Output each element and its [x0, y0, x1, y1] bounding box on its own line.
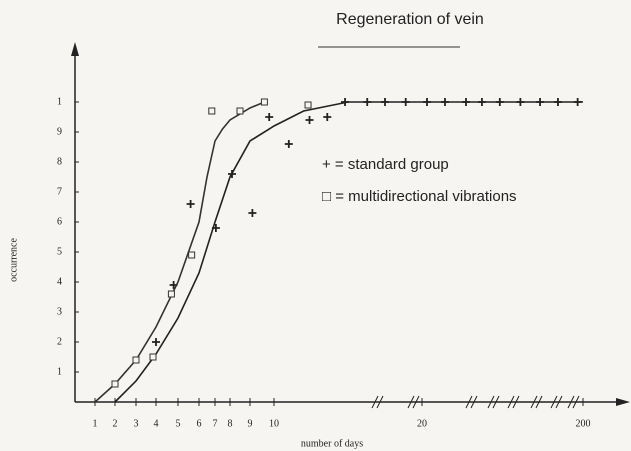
- plus-point: [516, 98, 525, 106]
- plus-point: [553, 98, 562, 106]
- plus-point: [211, 224, 220, 232]
- square-point: [208, 107, 216, 115]
- plus-point: [477, 98, 486, 106]
- x-tick-label: 2: [113, 418, 118, 429]
- plus-point: [152, 338, 160, 346]
- chart-title: Regeneration of vein: [336, 11, 484, 28]
- square-point: [188, 251, 196, 259]
- plus-point: [228, 170, 236, 178]
- y-tick-label: 2: [57, 336, 62, 347]
- square-point: [149, 353, 157, 361]
- square-point: [260, 98, 268, 106]
- plus-point: [536, 98, 545, 106]
- y-axis-arrow: [71, 42, 79, 56]
- x-tick-label: 5: [176, 418, 181, 429]
- y-tick-label: 8: [57, 156, 62, 167]
- plus-point: [440, 98, 449, 106]
- x-tick-label: 7: [213, 418, 218, 429]
- y-tick-label: 4: [57, 276, 62, 287]
- plus-point: [401, 98, 410, 106]
- x-axis-label: number of days: [301, 438, 363, 449]
- plus-point: [305, 116, 314, 124]
- x-tick-label: 3: [134, 418, 139, 429]
- x-tick-label: 4: [154, 418, 159, 429]
- plus-point: [323, 113, 332, 121]
- y-tick-label: 9: [57, 126, 62, 137]
- plus-point: [284, 140, 293, 148]
- square-point: [111, 380, 119, 388]
- x-tick-label: 9: [248, 418, 253, 429]
- plus-point: [423, 98, 432, 106]
- y-axis-label: occurrence: [8, 238, 19, 282]
- plus-point: [265, 113, 274, 121]
- x-tick-label: 200: [576, 418, 591, 429]
- plus-point: [186, 200, 195, 208]
- y-tick-label: 7: [57, 186, 62, 197]
- plus-point: [462, 98, 471, 106]
- x-tick-label: 1: [93, 418, 98, 429]
- y-tick-label: 5: [57, 246, 62, 257]
- x-axis-arrow: [616, 398, 630, 406]
- square-point: [236, 107, 244, 115]
- x-tick-label: 6: [197, 418, 202, 429]
- plus-point: [341, 98, 350, 106]
- square-point: [132, 356, 140, 364]
- fit-curve: [94, 101, 265, 403]
- y-tick-label: 1: [57, 366, 62, 377]
- plus-point: [573, 98, 582, 106]
- legend-label: □ = multidirectional vibrations: [322, 188, 517, 205]
- x-tick-label: 8: [228, 418, 233, 429]
- x-tick-label: 10: [269, 418, 279, 429]
- y-tick-label: 6: [57, 216, 62, 227]
- square-point: [167, 290, 175, 298]
- plus-point: [381, 98, 389, 106]
- axis-breaks: [371, 395, 580, 409]
- legend-label: + = standard group: [322, 156, 449, 173]
- plus-point: [248, 209, 257, 217]
- x-tick-label: 20: [417, 418, 427, 429]
- square-point: [304, 101, 312, 109]
- y-tick-label: 3: [57, 306, 62, 317]
- plus-point: [495, 98, 504, 106]
- y-tick-label: 1: [57, 96, 62, 107]
- plus-point: [363, 98, 372, 106]
